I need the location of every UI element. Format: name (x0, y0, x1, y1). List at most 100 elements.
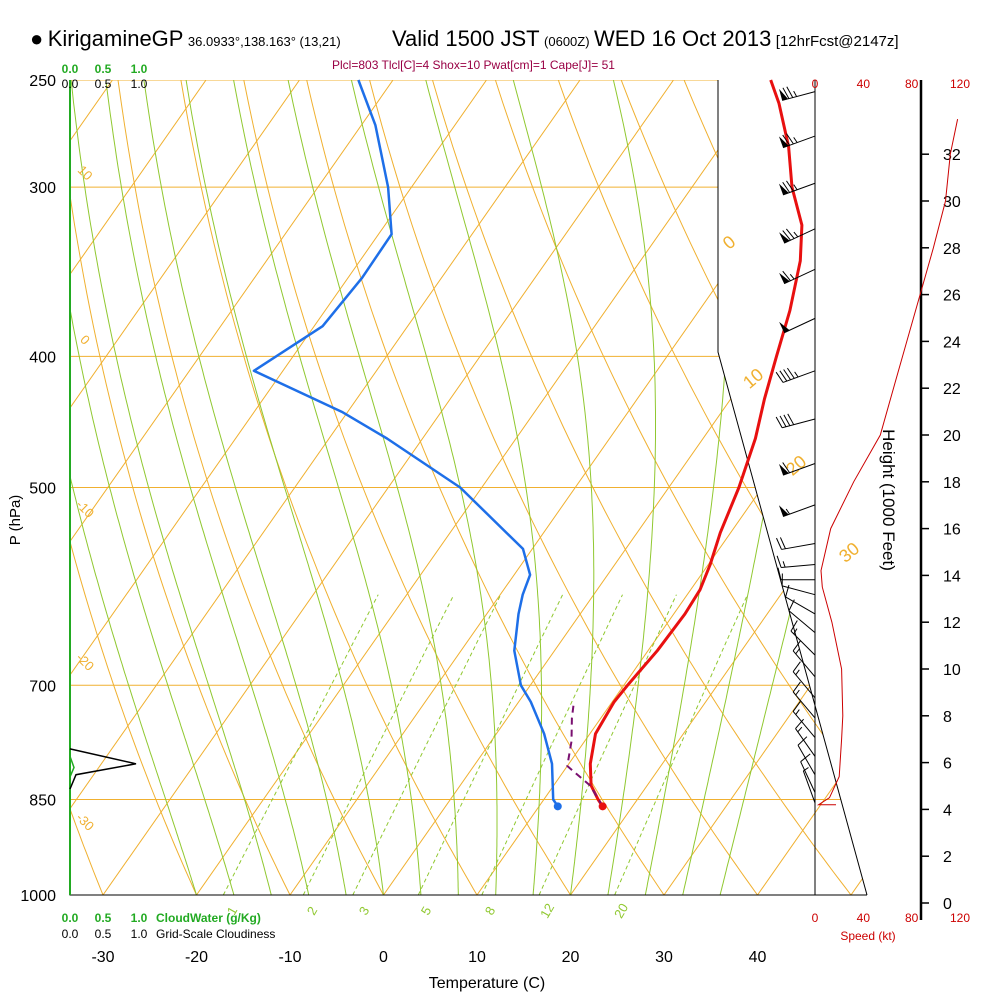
moist-adiabat-line (185, 80, 384, 895)
wind-barb-full (775, 371, 784, 383)
valid-local: Valid 1500 JST (392, 26, 540, 51)
mixing-ratio-label: 2 (304, 904, 321, 918)
wind-barb (776, 537, 816, 550)
wind-barb-full (792, 681, 801, 693)
cloudwater-scale-top-label: 1.0 (131, 62, 148, 76)
wind-barb-half (793, 90, 798, 97)
isotherm-line (0, 80, 19, 895)
surface-temperature-dot (598, 802, 607, 811)
wind-barb-flag (779, 272, 790, 284)
wind-barb (790, 620, 816, 656)
cloudiness-scale-bottom-label: 1.0 (131, 927, 148, 941)
wind-barb-staff (788, 610, 816, 634)
wind-barb-staff (792, 671, 816, 699)
wind-barb-half (793, 231, 799, 238)
wind-barb-flag (779, 232, 790, 244)
pressure-tick-label: 1000 (20, 888, 56, 905)
wind-barb (779, 228, 816, 244)
dry-adiabat-line (70, 80, 116, 895)
mixing-ratio-line (614, 594, 748, 895)
surface-dewpoint-dot (553, 802, 562, 811)
dry-adiabat-line (70, 80, 211, 895)
wind-barb-full (797, 736, 808, 746)
wind-barb-staff (795, 728, 816, 757)
wind-barb-full (782, 181, 791, 193)
wind-barb-half (803, 767, 809, 772)
pressure-tick-label: 250 (29, 73, 56, 90)
wind-barb-staff (782, 418, 816, 429)
wind-barb-full (782, 134, 791, 146)
wind-barb-full (783, 369, 791, 381)
cloudiness-scale-bottom-label: 0.5 (95, 927, 112, 941)
wind-barb-full (779, 370, 788, 382)
wind-barb (779, 86, 816, 101)
plot-right-edge (717, 80, 868, 896)
wind-barb (775, 367, 816, 383)
moist-adiabat-line (70, 80, 235, 895)
wind-barb-half (794, 371, 799, 378)
wind-barb (788, 599, 816, 634)
wind-barb-full (782, 230, 791, 241)
valid-date: WED 16 Oct 2013 (594, 26, 772, 51)
pressure-tick-label: 300 (29, 180, 56, 197)
mixing-ratio-label: 5 (418, 904, 435, 918)
moist-adiabat-line (105, 80, 310, 895)
height-tick-label: 14 (943, 568, 961, 585)
dry-adiabat-label: -10 (73, 497, 97, 521)
wind-barb (792, 681, 816, 719)
wind-barb-full (782, 87, 790, 99)
cloudiness-scale-top-label: 0.5 (95, 77, 112, 91)
wind-barb (795, 718, 816, 757)
temperature-tick-label: -20 (185, 949, 208, 966)
wind-barb-flag (778, 505, 789, 517)
pressure-tick-label: 500 (29, 481, 56, 498)
moist-adiabat-line (233, 80, 422, 895)
wind-barb-full (792, 661, 801, 673)
height-tick-label: 20 (943, 428, 961, 445)
moist-adiabat-line (425, 80, 543, 895)
wind-barb-half (797, 726, 803, 733)
dry-adiabat-label: -20 (73, 650, 97, 674)
wind-barb-half (795, 669, 800, 676)
station-coords: 36.0933°,138.163° (13,21) (187, 34, 341, 49)
dry-adiabat-line (238, 80, 590, 895)
cloudwater-profile (69, 756, 75, 778)
dry-adiabat-line (985, 56, 1000, 924)
wind-barb (777, 567, 815, 581)
cloudiness-scale-bottom-label: 0.0 (62, 927, 79, 941)
height-axis-label: Height (1000 Feet) (879, 429, 898, 571)
moist-adiabat-line (70, 80, 197, 895)
dry-adiabat-label: 0 (77, 332, 93, 348)
height-tick-label: 30 (943, 194, 961, 211)
wind-barb (792, 640, 816, 678)
wind-barb (775, 413, 816, 429)
wind-barb-full (776, 555, 782, 568)
wind-barb-staff (797, 745, 816, 775)
wind-barb-full (777, 567, 782, 580)
height-tick-label: 10 (943, 662, 961, 679)
height-tick-label: 8 (943, 709, 952, 726)
temperature-tick-label: 20 (562, 949, 580, 966)
wind-barb-full (792, 640, 801, 652)
wind-barb (802, 767, 816, 804)
wind-barb-full (776, 537, 782, 550)
mixing-ratio-label: 12 (537, 901, 557, 921)
temperature-axis-label: Temperature (C) (429, 975, 545, 992)
wind-barb-half (795, 648, 800, 655)
speed-axis-label: Speed (kt) (840, 929, 895, 943)
wind-barb-staff (783, 317, 816, 334)
mixing-ratio-line (481, 594, 623, 895)
cloudiness-scale-top-label: 0.0 (62, 77, 79, 91)
dry-adiabat-line (363, 80, 779, 895)
wind-barb-flag (778, 463, 789, 476)
pressure-axis-label: P (hPa) (7, 495, 24, 546)
wind-barb (778, 462, 816, 476)
wind-barb-flag (779, 88, 788, 101)
wind-barb (776, 555, 816, 568)
wind-barb-half (782, 561, 786, 568)
wind-barb (778, 133, 816, 149)
wind-barb-full (782, 462, 791, 474)
cloudwater-scale-bottom-label: 0.0 (62, 911, 79, 925)
wind-barb (792, 701, 816, 738)
